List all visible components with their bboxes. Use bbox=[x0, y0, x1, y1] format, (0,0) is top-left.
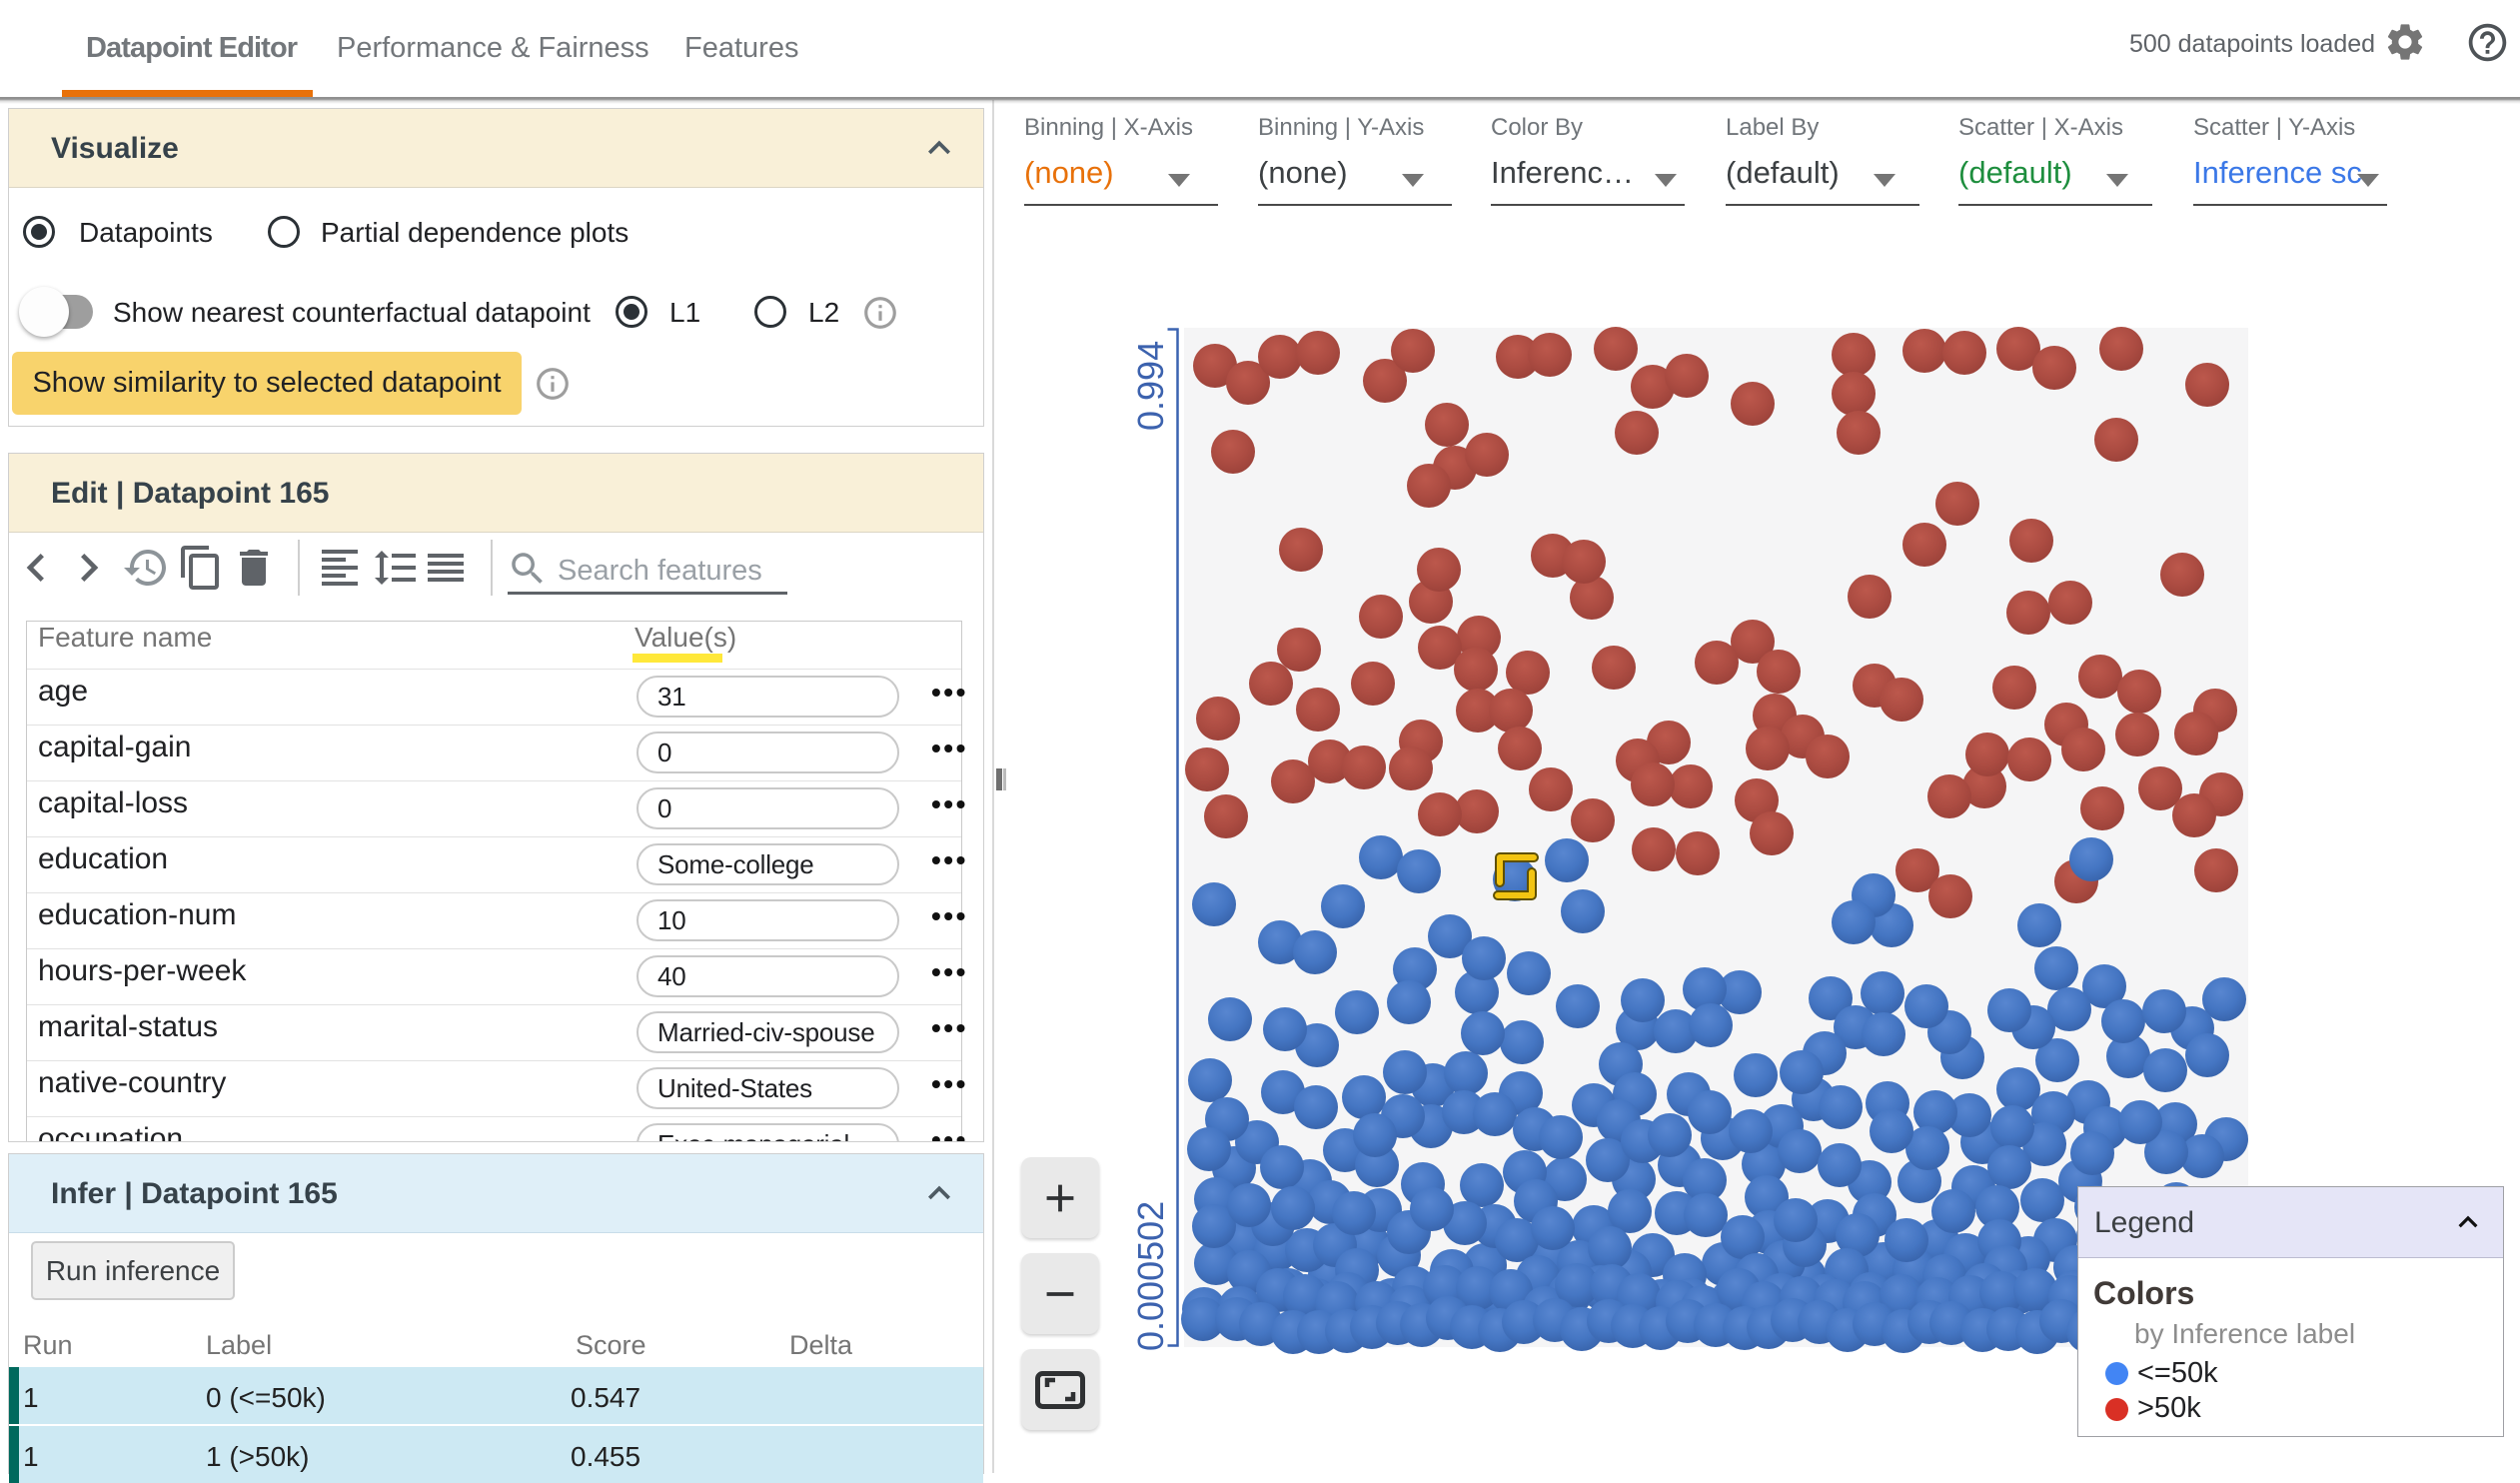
svg-text:0.000502: 0.000502 bbox=[1130, 1201, 1171, 1351]
svg-text:0.994: 0.994 bbox=[1130, 341, 1171, 431]
